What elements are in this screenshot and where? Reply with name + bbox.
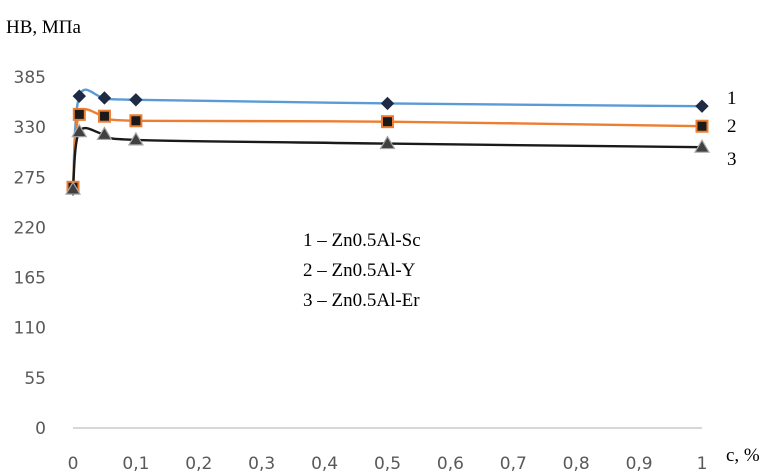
legend-block: 1 – Zn0.5Al-Sc 2 – Zn0.5Al-Y 3 – Zn0.5Al… (303, 230, 421, 311)
curve-number-label: 3 (727, 149, 737, 170)
legend-line-1: 1 – Zn0.5Al-Sc (303, 230, 421, 251)
data-point-marker (97, 91, 112, 105)
y-axis-title: HB, МПа (6, 17, 82, 38)
y-tick-label: 110 (14, 319, 46, 339)
y-tick-label: 275 (14, 168, 46, 188)
x-tick-label: 1 (697, 454, 708, 472)
curve-number-label: 1 (727, 88, 737, 109)
x-tick-label: 0,8 (563, 454, 590, 472)
data-point-marker (380, 96, 395, 111)
legend-line-2: 2 – Zn0.5Al-Y (303, 260, 416, 281)
x-tick-label: 0,6 (437, 454, 464, 472)
legend-line-3: 3 – Zn0.5Al-Er (303, 290, 420, 311)
data-point-marker (695, 119, 709, 133)
data-point-marker (71, 123, 88, 138)
data-point-marker (129, 114, 143, 128)
x-tick-label: 0,2 (185, 454, 212, 472)
x-tick-labels: 0 0,1 0,2 0,3 0,4 0,5 0,6 0,7 0,8 0,9 1 (68, 454, 708, 472)
y-tick-label: 55 (24, 369, 46, 389)
data-point-marker (127, 131, 144, 146)
data-point-marker (97, 109, 111, 123)
y-tick-label: 220 (14, 218, 46, 238)
data-point-marker (693, 139, 711, 153)
x-tick-label: 0,3 (248, 454, 275, 472)
x-tick-label: 0,9 (626, 454, 653, 472)
y-tick-labels: 0 55 110 165 220 275 330 385 (14, 68, 46, 439)
data-point-marker (64, 180, 82, 195)
x-tick-label: 0,4 (311, 454, 338, 472)
x-tick-label: 0,7 (500, 454, 527, 472)
y-tick-label: 385 (14, 68, 46, 88)
data-point-marker (129, 93, 143, 107)
x-tick-label: 0,5 (374, 454, 401, 472)
series-markers (64, 89, 711, 196)
data-point-marker (96, 126, 113, 141)
data-point-marker (72, 107, 86, 121)
data-point-marker (72, 89, 86, 103)
y-tick-label: 165 (14, 269, 46, 289)
y-tick-label: 0 (35, 419, 46, 439)
y-tick-label: 330 (14, 118, 46, 138)
data-point-marker (381, 115, 394, 129)
curve-number-label: 2 (727, 116, 737, 137)
data-point-marker (695, 99, 709, 113)
data-point-marker (379, 135, 396, 150)
curve-number-labels: 1 2 3 (727, 88, 737, 170)
x-axis-title: c, % (726, 445, 760, 466)
x-tick-label: 0 (68, 454, 79, 472)
x-tick-label: 0,1 (122, 454, 149, 472)
